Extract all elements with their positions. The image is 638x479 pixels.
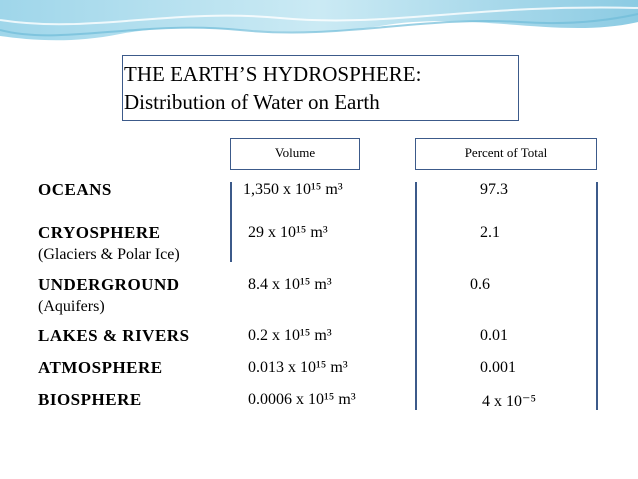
percent-cell: 97.3 — [480, 181, 508, 198]
title-box: THE EARTH’S HYDROSPHERE: Distribution of… — [122, 55, 519, 121]
header-cell: Percent of Total — [415, 138, 597, 170]
percent-cell: 0.6 — [470, 276, 490, 293]
row-note: (Aquifers) — [38, 298, 105, 315]
percent-cell: 2.1 — [480, 224, 500, 241]
volume-cell: 0.0006 x 10¹⁵ m³ — [248, 391, 356, 408]
column-rule — [415, 182, 417, 410]
volume-cell: 29 x 10¹⁵ m³ — [248, 224, 328, 241]
row-label: LAKES & RIVERS — [38, 326, 190, 345]
row-note: (Glaciers & Polar Ice) — [38, 246, 180, 263]
row-label: UNDERGROUND — [38, 275, 180, 294]
header-cell: Volume — [230, 138, 360, 170]
volume-cell: 8.4 x 10¹⁵ m³ — [248, 276, 332, 293]
title-line: THE EARTH’S HYDROSPHERE: — [124, 62, 422, 86]
volume-cell: 1,350 x 10¹⁵ m³ — [243, 181, 343, 198]
row-label: BIOSPHERE — [38, 390, 142, 409]
column-rule — [230, 182, 232, 262]
column-rule — [596, 182, 598, 410]
volume-cell: 0.013 x 10¹⁵ m³ — [248, 359, 348, 376]
row-label: CRYOSPHERE — [38, 223, 161, 242]
subtitle-line: Distribution of Water on Earth — [124, 90, 380, 114]
percent-cell: 4 x 10⁻⁵ — [482, 393, 537, 410]
row-label: ATMOSPHERE — [38, 358, 163, 377]
volume-cell: 0.2 x 10¹⁵ m³ — [248, 327, 332, 344]
percent-cell: 0.01 — [480, 327, 508, 344]
wave-header — [0, 0, 638, 41]
percent-cell: 0.001 — [480, 359, 516, 376]
row-label: OCEANS — [38, 180, 112, 199]
